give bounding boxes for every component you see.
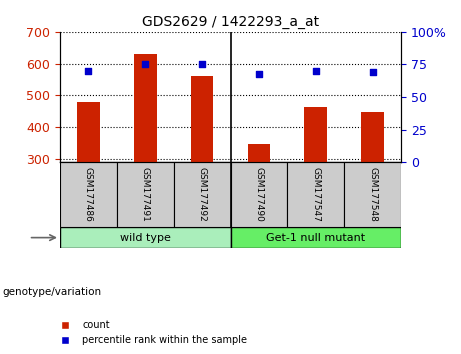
Text: GSM177490: GSM177490 bbox=[254, 167, 263, 222]
Point bbox=[312, 68, 319, 74]
Bar bbox=[191, 76, 213, 162]
Point bbox=[198, 62, 206, 67]
Bar bbox=[117, 162, 174, 227]
Bar bbox=[361, 112, 384, 162]
Text: genotype/variation: genotype/variation bbox=[2, 287, 101, 297]
Text: GSM177492: GSM177492 bbox=[198, 167, 207, 222]
Bar bbox=[60, 227, 230, 248]
Bar bbox=[230, 227, 401, 248]
Text: GSM177491: GSM177491 bbox=[141, 167, 150, 222]
Title: GDS2629 / 1422293_a_at: GDS2629 / 1422293_a_at bbox=[142, 16, 319, 29]
Point bbox=[142, 62, 149, 67]
Bar bbox=[304, 107, 327, 162]
Point bbox=[255, 71, 263, 76]
Bar bbox=[287, 162, 344, 227]
Point bbox=[85, 68, 92, 74]
Bar bbox=[174, 162, 230, 227]
Bar bbox=[230, 162, 287, 227]
Bar bbox=[134, 54, 157, 162]
Text: GSM177486: GSM177486 bbox=[84, 167, 93, 222]
Bar bbox=[248, 144, 270, 162]
Bar bbox=[60, 162, 117, 227]
Point bbox=[369, 69, 376, 75]
Text: Get-1 null mutant: Get-1 null mutant bbox=[266, 233, 366, 242]
Bar bbox=[344, 162, 401, 227]
Text: GSM177547: GSM177547 bbox=[311, 167, 320, 222]
Bar bbox=[77, 102, 100, 162]
Text: GSM177548: GSM177548 bbox=[368, 167, 377, 222]
Text: wild type: wild type bbox=[120, 233, 171, 242]
Legend: count, percentile rank within the sample: count, percentile rank within the sample bbox=[51, 316, 251, 349]
